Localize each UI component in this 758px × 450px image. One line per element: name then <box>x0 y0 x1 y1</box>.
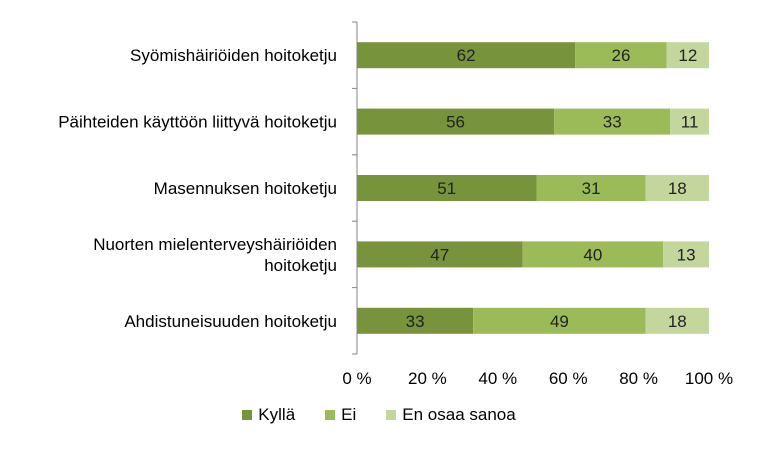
data-label: 51 <box>437 179 456 198</box>
category-label: Syömishäiriöiden hoitoketju <box>130 46 337 65</box>
bar-segment <box>575 42 667 69</box>
bar-segment <box>357 241 523 268</box>
data-label: 56 <box>446 113 465 132</box>
bar-segment <box>645 175 709 201</box>
category-label: Nuorten mielenterveyshäiriöiden <box>93 235 337 254</box>
bar-segment <box>357 307 474 334</box>
bar-segment <box>357 108 555 135</box>
data-label: 62 <box>457 46 476 65</box>
legend-swatch-kylla <box>242 410 253 420</box>
data-label: 18 <box>668 179 687 198</box>
bar-segment <box>522 241 664 268</box>
data-label: 49 <box>550 312 569 331</box>
bar-segment <box>666 42 709 69</box>
category-label: Masennuksen hoitoketju <box>154 179 337 198</box>
data-label: 47 <box>430 245 449 264</box>
legend-swatch-en-osaa-sanoa <box>386 410 397 420</box>
bar-segment <box>473 307 646 334</box>
bar-segment <box>536 175 646 201</box>
x-tick-label: 0 % <box>342 369 371 388</box>
x-tick-label: 80 % <box>619 369 658 388</box>
bar-segment <box>670 108 709 135</box>
data-label: 33 <box>603 113 622 132</box>
category-label: hoitoketju <box>264 256 337 275</box>
legend-label-ei: Ei <box>341 405 357 424</box>
legend: Kyllä Ei En osaa sanoa <box>0 405 758 425</box>
data-label: 13 <box>677 245 696 264</box>
legend-item-ei: Ei <box>325 405 356 425</box>
data-label: 33 <box>406 312 425 331</box>
bar-segment <box>357 175 537 201</box>
category-label: Ahdistuneisuuden hoitoketju <box>124 312 337 331</box>
category-label: Päihteiden käyttöön liittyvä hoitoketju <box>58 113 337 132</box>
bar-segment <box>357 42 576 69</box>
data-label: 12 <box>678 46 697 65</box>
x-tick-label: 100 % <box>685 369 733 388</box>
legend-swatch-ei <box>325 410 336 420</box>
x-tick-label: 20 % <box>408 369 447 388</box>
legend-item-en-osaa-sanoa: En osaa sanoa <box>386 405 516 425</box>
data-label: 40 <box>583 245 602 264</box>
data-label: 18 <box>668 312 687 331</box>
bar-segment <box>554 108 671 135</box>
legend-label-kylla: Kyllä <box>258 405 296 424</box>
legend-item-kylla: Kyllä <box>242 405 295 425</box>
bar-segment <box>663 241 709 268</box>
data-label: 11 <box>681 113 699 132</box>
x-tick-label: 60 % <box>549 369 588 388</box>
legend-label-en-osaa-sanoa: En osaa sanoa <box>402 405 516 424</box>
data-label: 26 <box>612 46 631 65</box>
x-tick-label: 40 % <box>478 369 517 388</box>
data-label: 31 <box>582 179 601 198</box>
bar-segment <box>645 307 709 334</box>
